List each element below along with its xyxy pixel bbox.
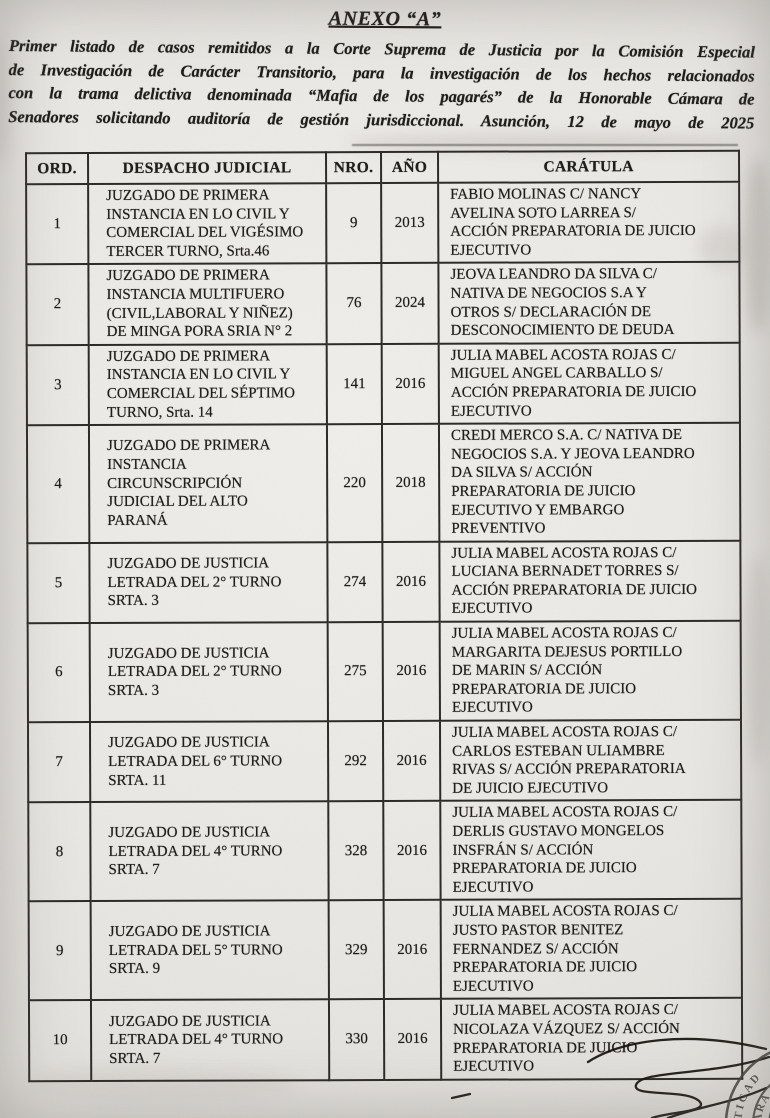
cell-ano: 2016 (382, 621, 440, 722)
svg-text:CAMARA DE: CAMARA DE (742, 1074, 770, 1118)
table-header-row: ORD. DESPACHO JUDICIAL NRO. AÑO CARÁTULA (26, 150, 740, 185)
cell-caratula: JULIA MABEL ACOSTA ROJAS C/ DERLIS GUSTA… (440, 800, 742, 901)
cell-nro: 275 (327, 622, 383, 722)
cell-ord: 7 (27, 722, 91, 803)
cell-ord: 2 (26, 264, 89, 345)
table-row: 1 JUZGADO DE PRIMERA INSTANCIA EN LO CIV… (26, 181, 740, 265)
cell-ord: 3 (26, 344, 89, 426)
cell-caratula: JEOVA LEANDRO DA SILVA C/ NATIVA DE NEGO… (438, 262, 740, 344)
col-header-ano: AÑO (381, 151, 439, 184)
cell-ord: 8 (28, 802, 91, 902)
cell-caratula: JULIA MABEL ACOSTA ROJAS C/ LUCIANA BERN… (439, 540, 741, 622)
cell-despacho: JUZGADO DE JUSTICIA LETRADA DEL 5° TURNO… (90, 900, 329, 1001)
table-row: 3 JUZGADO DE PRIMERA INSTANCIA EN LO CIV… (26, 342, 740, 426)
stamp-inner-ring (768, 1086, 770, 1118)
cell-caratula: JULIA MABEL ACOSTA ROJAS C/ CARLOS ESTEB… (439, 719, 742, 802)
cell-ord: 10 (28, 1000, 92, 1081)
cell-despacho: JUZGADO DE PRIMERA INSTANCIA CIRCUNSCRIP… (88, 424, 328, 543)
cell-despacho: JUZGADO DE JUSTICIA LETRADA DEL 2° TURNO… (89, 541, 328, 624)
col-header-ord: ORD. (26, 153, 89, 185)
cell-nro: 220 (326, 424, 383, 542)
cell-nro: 328 (328, 801, 384, 901)
document-title: ANEXO “A” (328, 7, 442, 31)
cell-nro: 9 (326, 183, 382, 264)
col-header-despacho: DESPACHO JUDICIAL (88, 152, 327, 185)
document-intro: Primer listado de casos remitidos a la C… (8, 35, 755, 133)
cell-ano: 2016 (383, 999, 442, 1080)
cell-caratula: JULIA MABEL ACOSTA ROJAS C/ NICOLAZA VÁZ… (440, 998, 743, 1080)
cell-nro: 274 (327, 541, 383, 623)
table-row: 2 JUZGADO DE PRIMERA INSTANCIA MULTIFUER… (26, 262, 740, 345)
cell-despacho: JUZGADO DE PRIMERA INSTANCIA MULTIFUERO … (88, 263, 327, 345)
cell-ord: 9 (28, 901, 91, 1001)
scan-artifact-line (352, 144, 738, 146)
cell-despacho: JUZGADO DE PRIMERA INSTANCIA EN LO CIVIL… (88, 183, 327, 265)
cell-caratula: CREDI MERCO S.A. C/ NATIVA DE NEGOCIOS S… (438, 422, 741, 542)
cell-ord: 1 (26, 184, 89, 265)
cell-nro: 330 (328, 999, 385, 1080)
cell-ord: 6 (27, 623, 90, 723)
table-row: 6 JUZGADO DE JUSTICIA LETRADA DEL 2° TUR… (27, 620, 741, 723)
cell-caratula: JULIA MABEL ACOSTA ROJAS C/ MARGARITA DE… (439, 620, 741, 721)
cell-despacho: JUZGADO DE JUSTICIA LETRADA DEL 6° TURNO… (89, 721, 329, 803)
table-row: 5 JUZGADO DE JUSTICIA LETRADA DEL 2° TUR… (27, 540, 741, 624)
cell-ano: 2016 (381, 343, 439, 425)
cell-despacho: JUZGADO DE PRIMERA INSTANCIA EN LO CIVIL… (88, 343, 327, 426)
cell-ano: 2016 (383, 801, 441, 901)
cell-nro: 292 (327, 721, 384, 802)
cell-ano: 2013 (381, 182, 439, 264)
cell-nro: 329 (328, 900, 384, 1000)
cell-nro: 141 (326, 343, 382, 425)
table-row: 8 JUZGADO DE JUSTICIA LETRADA DEL 4° TUR… (28, 800, 742, 902)
scan-artifact (345, 134, 740, 151)
cell-ano: 2024 (381, 263, 439, 344)
cell-despacho: JUZGADO DE JUSTICIA LETRADA DEL 4° TURNO… (90, 801, 329, 902)
cell-ano: 2016 (382, 541, 440, 623)
cell-ano: 2016 (383, 900, 441, 1000)
cell-ord: 5 (27, 542, 90, 624)
cases-table: ORD. DESPACHO JUDICIAL NRO. AÑO CARÁTULA… (25, 150, 743, 1082)
col-header-caratula: CARÁTULA (438, 150, 740, 183)
scan-artifact (745, 555, 770, 765)
stamp-inner-text: CAMARA DE (742, 1074, 770, 1118)
stamp-middle-ring (752, 1070, 770, 1118)
cell-nro: 76 (326, 263, 382, 344)
cell-caratula: JULIA MABEL ACOSTA ROJAS C/ JUSTO PASTOR… (440, 899, 742, 1000)
cell-ano: 2016 (382, 720, 441, 802)
cell-ano: 2018 (381, 423, 440, 542)
table-row: 10 JUZGADO DE JUSTICIA LETRADA DEL 4° TU… (28, 998, 743, 1081)
table-row: 4 JUZGADO DE PRIMERA INSTANCIA CIRCUNSCR… (26, 422, 741, 543)
table-row: 7 JUZGADO DE JUSTICIA LETRADA DEL 6° TUR… (27, 719, 742, 803)
cell-despacho: JUZGADO DE JUSTICIA LETRADA DEL 2° TURNO… (89, 622, 328, 723)
table-row: 9 JUZGADO DE JUSTICIA LETRADA DEL 5° TUR… (28, 899, 742, 1001)
cell-caratula: FABIO MOLINAS C/ NANCY AVELINA SOTO LARR… (438, 181, 740, 264)
cell-despacho: JUZGADO DE JUSTICIA LETRADA DEL 4° TURNO… (90, 999, 330, 1081)
cell-ord: 4 (26, 425, 90, 543)
col-header-nro: NRO. (326, 152, 382, 184)
cell-caratula: JULIA MABEL ACOSTA ROJAS C/ MIGUEL ANGEL… (438, 342, 740, 424)
scan-artifact (744, 158, 770, 333)
